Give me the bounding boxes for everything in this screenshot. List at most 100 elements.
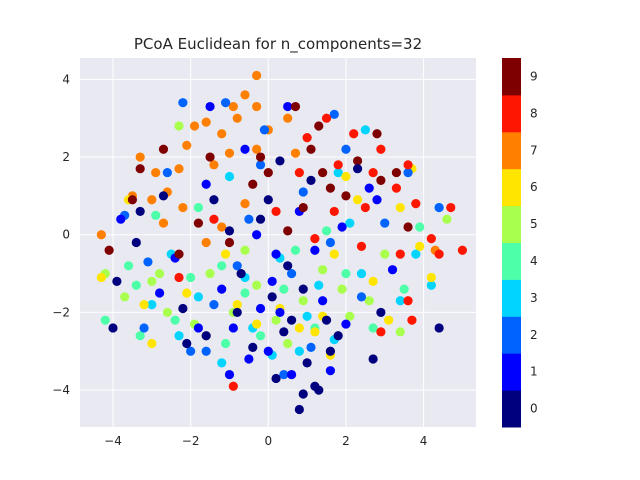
colorbar-tick-label: 3	[530, 291, 538, 305]
scatter-point	[314, 121, 324, 131]
scatter-point	[220, 98, 231, 108]
scatter-point	[201, 346, 211, 356]
colorbar-segment	[502, 279, 521, 317]
scatter-point	[209, 214, 219, 224]
scatter-point	[205, 268, 215, 279]
scatter-point	[310, 245, 320, 255]
scatter-points	[96, 70, 468, 415]
scatter-point	[341, 144, 351, 154]
x-tick-label: 0	[264, 434, 272, 448]
y-tick-label: 0	[62, 228, 70, 242]
scatter-point	[209, 160, 219, 170]
scatter-point	[376, 327, 386, 337]
scatter-point	[368, 323, 378, 333]
scatter-point	[403, 167, 413, 178]
scatter-point	[96, 272, 106, 283]
scatter-point	[415, 222, 425, 232]
scatter-point	[178, 98, 188, 108]
scatter-point	[228, 323, 238, 333]
scatter-point	[116, 214, 126, 224]
scatter-point	[108, 323, 118, 333]
scatter-point	[147, 195, 157, 205]
scatter-point	[209, 300, 219, 310]
scatter-point	[232, 261, 242, 271]
scatter-point	[178, 303, 188, 314]
x-tick-label: 2	[342, 434, 350, 448]
scatter-point	[325, 366, 336, 376]
scatter-point	[182, 140, 192, 150]
scatter-point	[248, 342, 258, 352]
scatter-point	[170, 315, 180, 325]
scatter-point	[372, 195, 382, 205]
scatter-point	[395, 249, 405, 259]
scatter-point	[104, 245, 114, 255]
y-tick-label: 4	[62, 72, 70, 86]
scatter-point	[189, 121, 200, 131]
x-tick-label: −4	[104, 434, 122, 448]
colorbar-segment	[502, 316, 521, 354]
scatter-point	[224, 171, 235, 182]
scatter-point	[380, 218, 390, 228]
scatter-point	[345, 311, 355, 321]
scatter-point	[415, 241, 425, 251]
scatter-point	[310, 327, 320, 337]
scatter-point	[186, 346, 196, 356]
scatter-point	[318, 265, 328, 275]
colorbar-segment	[502, 353, 521, 391]
scatter-point	[252, 70, 262, 81]
scatter-point	[244, 214, 254, 224]
scatter-point	[352, 164, 363, 174]
scatter-point	[224, 226, 235, 236]
scatter-point	[283, 338, 293, 349]
scatter-point	[174, 331, 184, 341]
scatter-point	[318, 296, 328, 306]
colorbar-tick-label: 1	[530, 365, 538, 379]
scatter-point	[321, 113, 332, 123]
scatter-point	[321, 315, 332, 325]
scatter-point	[131, 237, 141, 248]
colorbar-segment	[502, 168, 521, 207]
scatter-point	[228, 381, 238, 391]
scatter-point	[217, 261, 227, 271]
scatter-point	[356, 292, 367, 302]
scatter-point	[380, 249, 390, 259]
scatter-point	[298, 202, 308, 213]
scatter-point	[193, 323, 204, 333]
scatter-point	[174, 249, 184, 259]
scatter-point	[201, 237, 211, 248]
scatter-point	[457, 245, 468, 255]
scatter-point	[186, 272, 196, 283]
scatter-point	[135, 164, 145, 174]
scatter-point	[352, 156, 363, 166]
scatter-point	[341, 268, 351, 279]
scatter-point	[240, 144, 250, 154]
scatter-point	[360, 125, 370, 135]
x-tick-label: −2	[182, 434, 200, 448]
scatter-point	[127, 195, 138, 205]
scatter-point	[294, 346, 304, 356]
scatter-point	[302, 358, 312, 368]
scatter-point	[201, 331, 211, 341]
scatter-point	[143, 257, 153, 267]
colorbar-tick-label: 9	[530, 69, 538, 83]
scatter-point	[395, 202, 405, 213]
scatter-point	[279, 369, 289, 380]
scatter-point	[329, 206, 339, 217]
scatter-point	[162, 307, 172, 318]
scatter-point	[224, 148, 235, 158]
colorbar-segment	[502, 131, 521, 170]
scatter-point	[283, 101, 293, 112]
plot-area	[80, 58, 476, 427]
scatter-point	[263, 346, 273, 356]
scatter-point	[403, 160, 413, 170]
scatter-point	[147, 276, 157, 286]
scatter-point	[193, 292, 204, 302]
scatter-point	[96, 230, 106, 240]
scatter-point	[290, 245, 301, 255]
scatter-point	[329, 249, 339, 259]
scatter-point	[232, 307, 242, 318]
scatter-point	[286, 268, 297, 279]
scatter-point	[217, 284, 227, 294]
scatter-point	[302, 311, 312, 321]
scatter-point	[205, 101, 215, 112]
